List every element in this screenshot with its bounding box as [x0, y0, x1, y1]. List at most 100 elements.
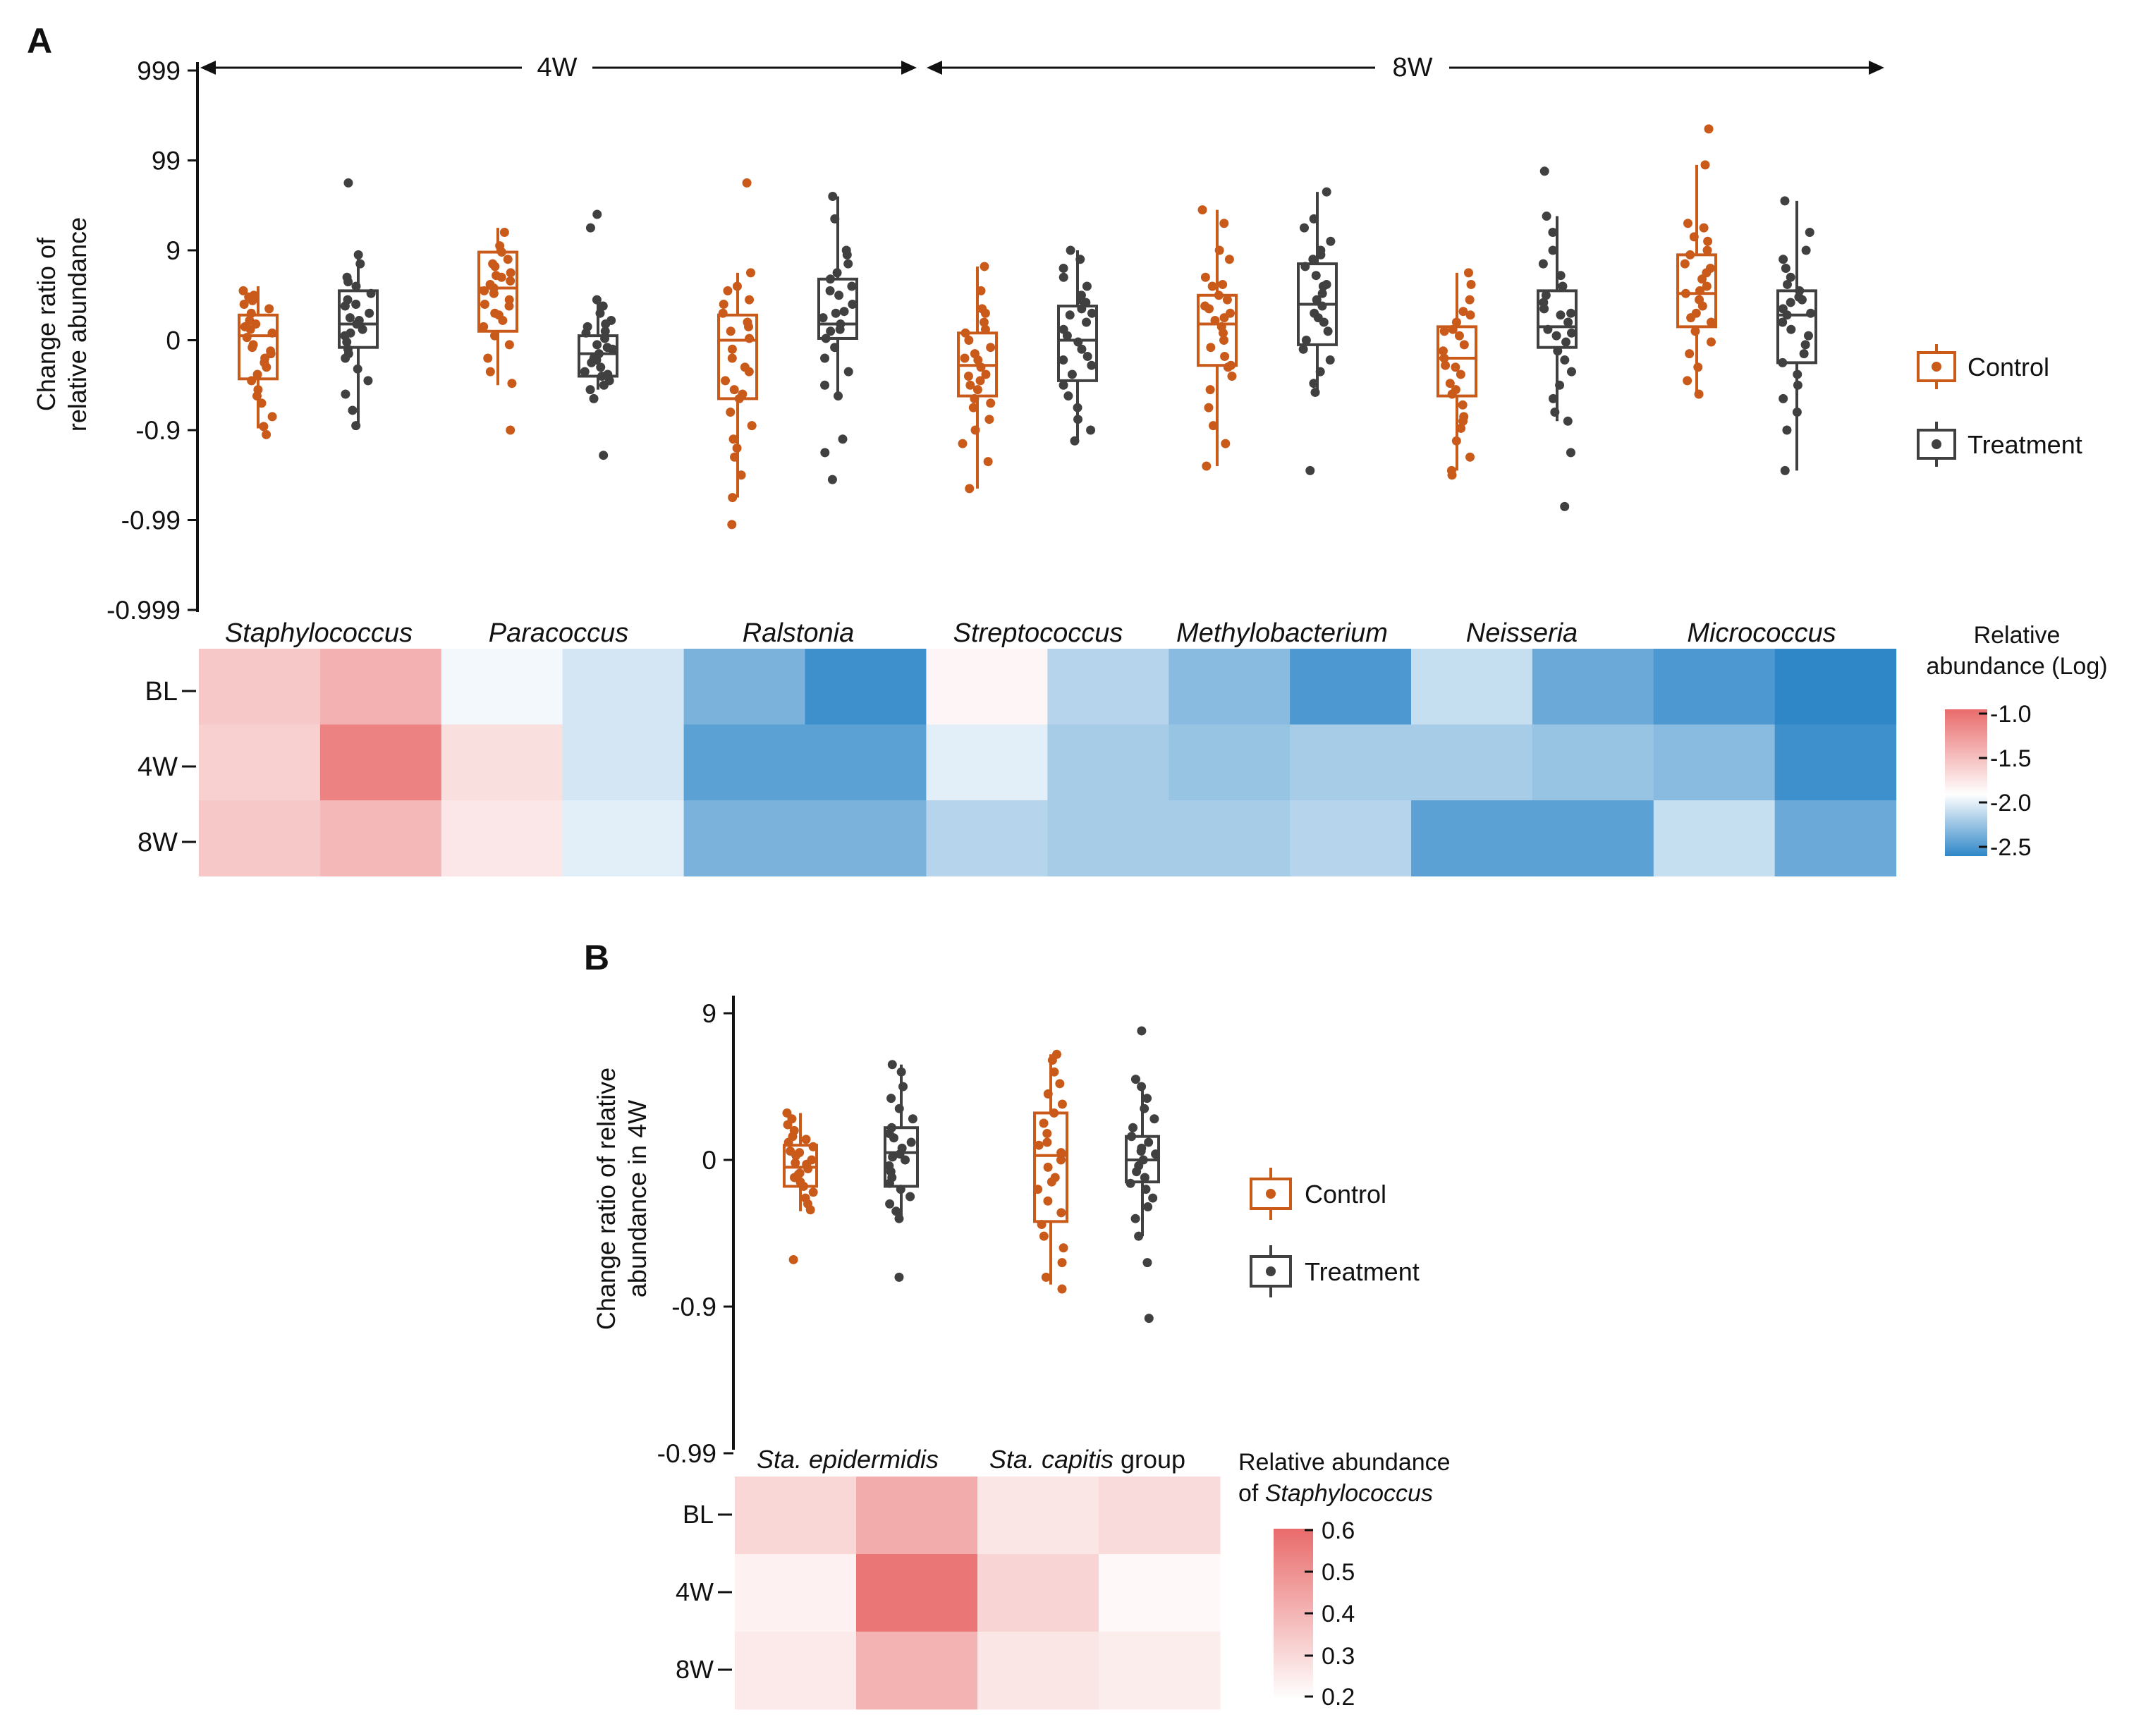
data-point — [1039, 1231, 1049, 1241]
a-box-control-6 — [1676, 124, 1717, 399]
data-point — [1779, 255, 1788, 264]
data-point — [343, 349, 353, 359]
heatmap-cell — [199, 800, 321, 876]
data-point — [1563, 416, 1573, 426]
data-point — [805, 1205, 815, 1215]
data-point — [808, 1142, 818, 1151]
data-point — [1202, 461, 1212, 471]
data-point — [1778, 317, 1788, 327]
colorbar-b-title-2-italic: Staphylococcus — [1265, 1480, 1433, 1507]
heatmap-cell — [683, 649, 805, 725]
data-point — [352, 319, 362, 329]
y-tick-label: 0 — [702, 1146, 716, 1175]
heatmap-cell — [735, 1632, 857, 1710]
data-point — [965, 484, 975, 494]
b-box-treatment-0 — [884, 1060, 919, 1282]
heatmap-cell — [1411, 724, 1533, 801]
data-point — [1149, 1114, 1159, 1124]
category-paracoccus: Paracoccus — [489, 618, 629, 648]
data-point — [889, 1133, 899, 1143]
data-point — [1693, 362, 1703, 372]
colorbar-a-title-2: abundance (Log) — [1926, 653, 2107, 680]
data-point — [820, 353, 830, 363]
colorbar-a-gradient — [1945, 709, 1987, 856]
data-point — [1082, 351, 1092, 361]
data-point — [1541, 291, 1551, 300]
data-point — [1142, 1258, 1152, 1268]
b-legend-control-label: Control — [1305, 1180, 1386, 1209]
data-point — [1309, 214, 1319, 224]
data-point — [838, 434, 848, 444]
data-point — [264, 304, 274, 314]
heatmap-cell — [1099, 1632, 1221, 1710]
data-point — [1695, 286, 1704, 295]
data-point — [1315, 367, 1325, 377]
data-point — [736, 470, 746, 480]
data-point — [1043, 1196, 1053, 1206]
data-point — [239, 300, 249, 309]
data-point — [1059, 380, 1068, 390]
data-point — [580, 367, 590, 377]
data-point — [1087, 308, 1097, 318]
data-point — [1056, 1208, 1066, 1218]
data-point — [592, 355, 602, 365]
data-point — [896, 1067, 906, 1077]
colorbar-tick-label: -2.0 — [1990, 790, 2032, 817]
heatmap-cell — [735, 1477, 857, 1555]
data-point — [729, 385, 739, 395]
heatmap-row-bl: BL — [145, 677, 178, 707]
data-point — [252, 369, 262, 379]
b-legend-treatment: Treatment — [1250, 1245, 1420, 1297]
data-point — [803, 1163, 813, 1173]
data-point — [504, 301, 514, 311]
data-point — [742, 178, 752, 188]
data-point — [267, 328, 277, 338]
data-point — [351, 300, 361, 309]
data-point — [1299, 223, 1309, 233]
data-point — [743, 322, 753, 331]
heatmap-cell — [1290, 724, 1412, 801]
y-tick-label: -0.999 — [106, 596, 181, 625]
data-point — [980, 262, 989, 271]
data-point — [1057, 1284, 1067, 1294]
data-point — [1465, 452, 1475, 462]
data-point — [839, 307, 849, 317]
data-point — [848, 300, 858, 309]
data-point — [1445, 379, 1455, 389]
data-point — [363, 376, 373, 386]
legend-control-label: Control — [1968, 353, 2049, 381]
data-point — [1456, 423, 1466, 433]
a-box-control-1 — [477, 228, 518, 435]
data-point — [721, 376, 731, 386]
data-point — [351, 421, 361, 431]
data-point — [793, 1170, 803, 1180]
data-point — [732, 444, 742, 453]
data-point — [1458, 400, 1468, 410]
data-point — [973, 355, 983, 365]
data-point — [1703, 236, 1713, 246]
heatmap-row-4w: 4W — [138, 752, 178, 782]
data-point — [1690, 326, 1700, 336]
data-point — [894, 1214, 904, 1223]
data-point — [1043, 1089, 1053, 1099]
colorbar-tick-label: 0.2 — [1322, 1684, 1355, 1711]
data-point — [1309, 379, 1319, 389]
data-point — [1793, 369, 1802, 379]
data-point — [1041, 1272, 1051, 1282]
colorbar-tick-label: -1.5 — [1990, 745, 2032, 772]
data-point — [1130, 1075, 1140, 1084]
data-point — [1311, 271, 1321, 281]
a-box-control-5 — [1436, 268, 1477, 480]
y-tick-label: -0.9 — [135, 416, 181, 445]
data-point — [1441, 360, 1451, 370]
data-point — [267, 412, 277, 422]
data-point — [1458, 416, 1468, 426]
data-point — [1566, 448, 1575, 458]
data-point — [828, 192, 838, 201]
colorbar-tick-label: 0.3 — [1322, 1643, 1355, 1670]
heatmap-cell — [805, 649, 927, 725]
data-point — [1316, 250, 1326, 259]
data-point — [1305, 465, 1315, 475]
heatmap-cell — [683, 800, 805, 876]
data-point — [1033, 1185, 1043, 1194]
